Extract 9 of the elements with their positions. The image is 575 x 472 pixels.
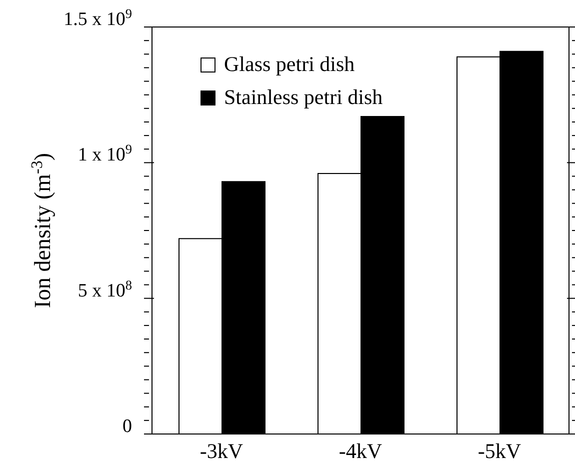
x-tick-label: -3kV bbox=[200, 439, 244, 463]
legend-label: Glass petri dish bbox=[224, 51, 355, 78]
x-tick-label: -4kV bbox=[338, 439, 382, 463]
y-tick-label: 1 x 10$^{9}$ bbox=[78, 141, 132, 166]
legend-label: Stainless petri dish bbox=[224, 84, 383, 111]
y-tick-label: 0 bbox=[122, 416, 132, 437]
y-tick-label: 5 x 10$^{8}$ bbox=[78, 276, 132, 302]
y-tick-label: 1.5 x 10$^{9}$ bbox=[64, 6, 132, 30]
x-tick-label: -5kV bbox=[478, 439, 522, 463]
